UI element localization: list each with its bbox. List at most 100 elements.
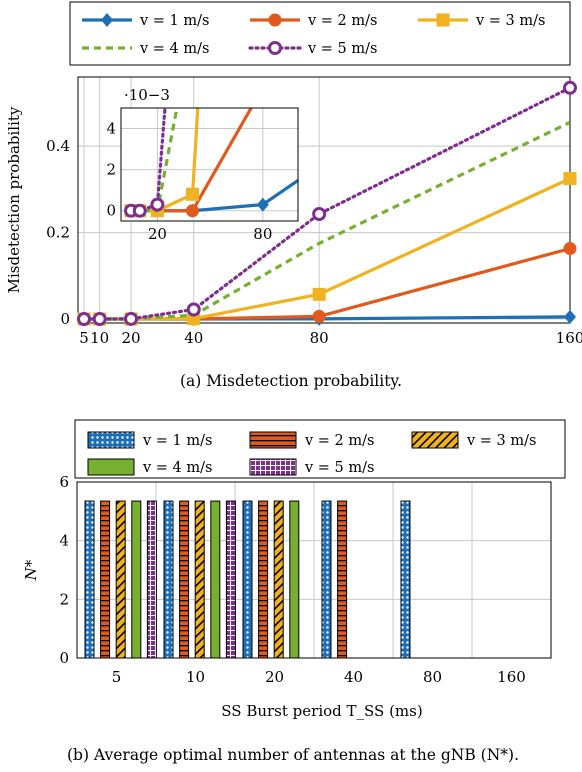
legend-label-a: v = 5 m/s (307, 41, 377, 57)
x-tick-label-b: 160 (497, 668, 526, 686)
inset-y-tick-label: 2 (106, 161, 116, 179)
bar-b (146, 500, 157, 659)
bar-b (258, 500, 269, 659)
y-axis-label-a: Misdetection probability (5, 106, 23, 293)
bar-b (337, 500, 348, 659)
bar-b (131, 500, 142, 659)
legend-swatch-b (249, 431, 297, 449)
inset-zoom: 024 20 80 ·10−3 (106, 81, 299, 243)
bar-b (115, 500, 126, 659)
inset-frame (120, 107, 299, 222)
y-ticks-a: 0 0.2 0.4 (46, 137, 70, 328)
legend-box-a (69, 1, 571, 66)
data-point-a (563, 80, 577, 95)
y-axis-label-b: N* (22, 559, 40, 581)
legend-marker-a (436, 13, 450, 27)
legend-a: v = 1 m/s v = 2 m/s v = 3 m/s v = 4 m/s v = … (69, 1, 571, 66)
legend-swatch-b (249, 458, 297, 476)
inset-data-point (256, 197, 269, 212)
x-tick-label-a: 5 (79, 329, 89, 347)
plot-frame-b (76, 481, 552, 659)
legend-label-a: v = 2 m/s (307, 13, 377, 29)
data-point-a (92, 312, 107, 326)
bar-b (179, 500, 190, 659)
legend-swatch-b (87, 458, 135, 476)
inset-x-ticks: 20 80 (148, 225, 273, 243)
y-tick-label-a: 0.4 (46, 137, 70, 155)
inset-y-ticks: 0 2 4 (106, 120, 116, 220)
inset-data-point (256, 81, 269, 94)
legend-label-b: v = 3 m/s (466, 433, 536, 449)
data-point-a (563, 172, 577, 186)
data-point-a (564, 309, 576, 324)
bar-b (242, 500, 253, 659)
y-tick-label-b: 2 (59, 590, 69, 608)
legend-swatch-b (87, 431, 135, 449)
y-tick-label-a: 0 (60, 310, 70, 328)
legend-swatch-b (411, 431, 459, 449)
x-tick-label-a: 10 (90, 329, 109, 347)
legend-label-b: v = 5 m/s (304, 460, 374, 476)
x-tick-label-b: 20 (265, 668, 284, 686)
x-ticks-b: 5 10 20 40 80 160 (112, 668, 526, 686)
inset-multiplier: ·10−3 (124, 86, 170, 104)
legend-marker-a (101, 13, 113, 27)
x-tick-label-b: 5 (112, 668, 122, 686)
bar-b (163, 500, 174, 659)
bar-b (194, 500, 205, 659)
series-line-a (84, 247, 570, 321)
inset-y-tick-label: 4 (106, 120, 116, 138)
x-tick-label-a: 40 (184, 329, 203, 347)
caption-a: (a) Misdetection probability. (180, 372, 402, 390)
y-ticks-b: 0 2 4 6 (59, 473, 69, 667)
data-point-a (312, 287, 326, 301)
inset-y-tick-label: 0 (106, 202, 116, 220)
legend-marker-a (268, 13, 282, 27)
y-tick-label-b: 0 (59, 649, 69, 667)
bar-b (210, 500, 221, 659)
legend-b: v = 1 m/s v = 2 m/s v = 3 m/s v = 4 m/s v = … (74, 419, 566, 479)
misdetection-chart: 00.20.4 5 10 20 40 80 160 Misdetection probab… (5, 1, 582, 390)
data-point-a (312, 206, 327, 221)
y-tick-label-b: 4 (59, 532, 69, 550)
inset-series-line (131, 108, 179, 213)
legend-box-b (74, 419, 566, 479)
legend-label-a: v = 4 m/s (139, 41, 209, 57)
legend-label-a: v = 3 m/s (475, 13, 545, 29)
markers-a (77, 80, 577, 326)
data-point-a (77, 312, 91, 326)
legend-label-b: v = 1 m/s (142, 433, 212, 449)
bars-b (84, 500, 411, 659)
x-tick-label-b: 40 (344, 668, 363, 686)
data-point-a (563, 242, 577, 256)
x-tick-label-a: 20 (121, 329, 140, 347)
legend-label-b: v = 4 m/s (142, 460, 212, 476)
x-axis-label-b: SS Burst period T_SS (ms) (221, 702, 422, 720)
bar-b (400, 500, 411, 659)
x-tick-label-a: 160 (556, 329, 582, 347)
x-tick-label-b: 10 (186, 668, 205, 686)
bar-b (321, 500, 332, 659)
inset-data-point (186, 187, 200, 201)
legend-label-b: v = 2 m/s (304, 433, 374, 449)
inset-data-point (132, 203, 147, 218)
data-point-a (186, 302, 201, 317)
inset-x-tick-label: 80 (253, 225, 272, 243)
y-tick-label-b: 6 (59, 473, 69, 491)
y-tick-label-a: 0.2 (46, 224, 70, 242)
legend-label-a: v = 1 m/s (139, 13, 209, 29)
antennas-bar-chart: 0 2 4 6 5 10 20 40 80 160 N* SS Burst period T_S… (22, 419, 566, 764)
data-point-a (312, 309, 326, 323)
inset-x-tick-label: 20 (148, 225, 167, 243)
plot-frame-a (77, 76, 571, 324)
bar-b (273, 500, 284, 659)
bar-b (225, 500, 236, 659)
bar-b (289, 500, 300, 659)
inset-background (121, 108, 298, 221)
inset-data-point (150, 197, 165, 212)
data-point-a (124, 311, 139, 326)
bar-b (84, 500, 95, 659)
bar-b (100, 500, 111, 659)
caption-b: (b) Average optimal number of antennas a… (67, 746, 519, 764)
